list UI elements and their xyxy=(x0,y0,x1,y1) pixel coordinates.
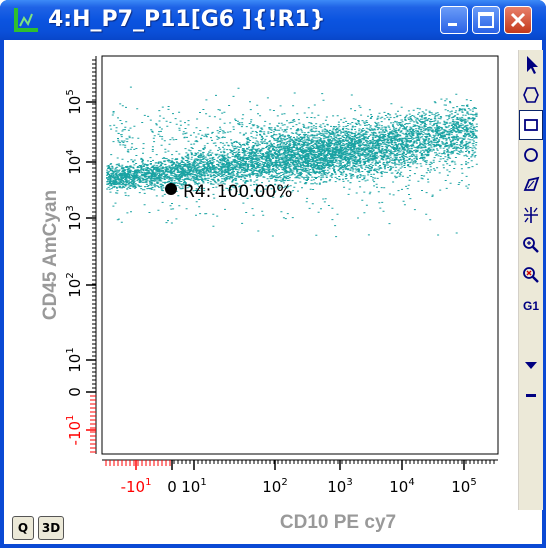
y-tick-label: 101 xyxy=(65,347,84,372)
pointer-icon xyxy=(527,56,538,74)
plot-frame xyxy=(101,55,499,455)
tool-polygon[interactable] xyxy=(519,170,543,200)
zoom-in-icon xyxy=(523,237,539,253)
event-dots xyxy=(106,86,478,238)
x-tick-label: 102 xyxy=(262,477,287,496)
tool-gate-g1[interactable]: G1 xyxy=(519,290,543,320)
close-button[interactable] xyxy=(504,6,532,34)
y-axis-label: CD45 AmCyan xyxy=(40,190,61,320)
ellipse-icon xyxy=(523,87,539,103)
3d-view-button[interactable]: 3D xyxy=(38,516,64,540)
tool-pointer[interactable] xyxy=(519,50,543,80)
x-tick-label: 104 xyxy=(389,477,414,496)
minimize-icon xyxy=(448,23,457,26)
x-tick-label: 101 xyxy=(181,477,206,496)
x-axis-label: CD10 PE cy7 xyxy=(280,512,396,533)
y-axis: -101 0 101 102 103 104 105 xyxy=(65,56,97,454)
window-client-area: -101 0 101 102 103 104 105 -101 0 101 102 103 104 10… xyxy=(4,40,543,544)
histogram-app-icon xyxy=(14,8,38,32)
tool-rectangle[interactable] xyxy=(519,110,543,140)
y-tick-label: -101 xyxy=(65,415,84,446)
x-axis: -101 0 101 102 103 104 105 xyxy=(102,459,498,496)
dot-plot[interactable]: -101 0 101 102 103 104 105 -101010110210310410… xyxy=(4,40,518,544)
maximize-button[interactable] xyxy=(472,6,500,34)
y-tick-label: 104 xyxy=(65,149,84,174)
crosshair-icon xyxy=(524,207,538,223)
x-tick-label: 0 xyxy=(167,478,177,496)
tool-zoom-out[interactable] xyxy=(519,260,543,290)
y-tick-label: 102 xyxy=(65,272,84,297)
tool-circle[interactable] xyxy=(519,140,543,170)
title-bar[interactable]: 4:H_P7_P11[G6 ]{!R1} xyxy=(0,0,546,40)
rectangle-icon xyxy=(524,119,538,131)
x-tick-label: 105 xyxy=(451,477,476,496)
region-label: R4: 100.00% xyxy=(183,182,292,202)
x-tick-label: -101 xyxy=(121,477,152,496)
event-dot-cloud xyxy=(106,86,478,238)
quadrant-button[interactable]: Q xyxy=(12,516,34,540)
maximize-icon xyxy=(478,12,494,28)
y-tick-label: 0 xyxy=(66,387,84,397)
x-tick-label: 103 xyxy=(327,477,352,496)
polygon-icon xyxy=(523,176,540,191)
tool-zoom-in[interactable] xyxy=(519,230,543,260)
region-marker[interactable] xyxy=(165,183,177,195)
minimize-button[interactable] xyxy=(440,6,468,34)
close-icon xyxy=(510,12,526,28)
gate-g1-icon: G1 xyxy=(523,299,539,313)
circle-icon xyxy=(524,148,538,162)
tool-ellipse[interactable] xyxy=(519,80,543,110)
plot-toolbar: G1 xyxy=(518,50,543,510)
y-tick-label: 105 xyxy=(65,89,84,114)
minus-icon xyxy=(526,394,536,397)
zoom-out-icon xyxy=(523,267,539,283)
tool-minus[interactable] xyxy=(519,380,543,410)
tool-crosshair[interactable] xyxy=(519,200,543,230)
svg-text:G1: G1 xyxy=(523,299,539,313)
window-title: 4:H_P7_P11[G6 ]{!R1} xyxy=(48,7,326,32)
tool-dropdown[interactable] xyxy=(519,350,543,380)
y-tick-label: 103 xyxy=(65,205,84,230)
dropdown-arrow-icon xyxy=(525,362,537,369)
